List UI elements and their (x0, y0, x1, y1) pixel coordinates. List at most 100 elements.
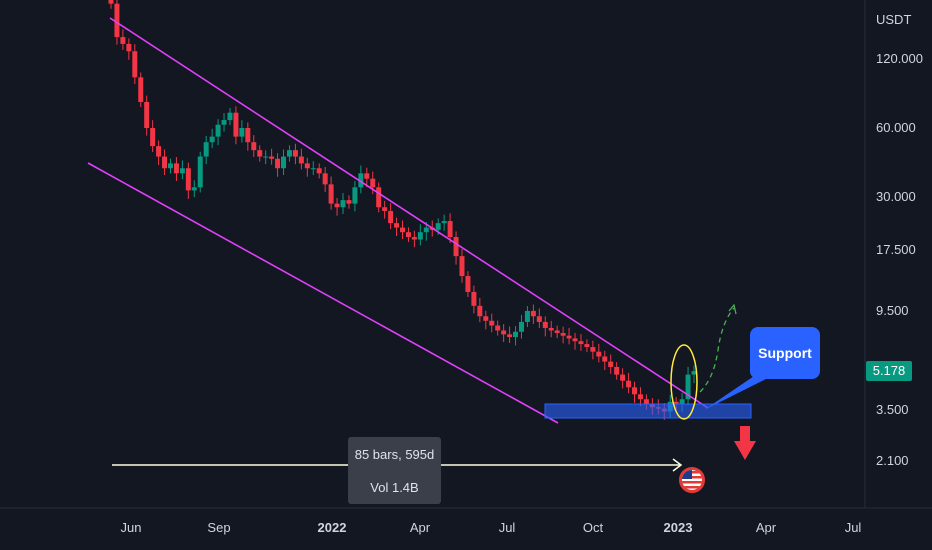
candle-body (382, 207, 388, 211)
candle[interactable] (602, 350, 608, 371)
candle[interactable] (405, 227, 411, 243)
candle[interactable] (185, 162, 191, 199)
candle[interactable] (191, 180, 197, 198)
candle[interactable] (221, 112, 227, 132)
candle[interactable] (554, 325, 560, 339)
candle[interactable] (572, 332, 578, 350)
candle[interactable] (578, 334, 584, 351)
candle[interactable] (239, 120, 245, 143)
support-callout[interactable]: Support (750, 327, 820, 379)
candle[interactable] (310, 161, 316, 176)
candle[interactable] (322, 166, 328, 192)
candle[interactable] (370, 171, 376, 195)
candle[interactable] (400, 220, 405, 239)
candle[interactable] (513, 326, 519, 346)
candle[interactable] (447, 213, 453, 243)
support-zone[interactable] (544, 403, 752, 419)
candle[interactable] (411, 230, 417, 248)
candle[interactable] (358, 165, 364, 194)
candle[interactable] (156, 140, 162, 166)
candle[interactable] (459, 249, 465, 283)
candle[interactable] (227, 107, 233, 126)
candle[interactable] (126, 38, 132, 60)
candle[interactable] (560, 326, 566, 344)
candle[interactable] (471, 285, 477, 314)
candle[interactable] (507, 326, 513, 343)
us-flag-icon[interactable] (679, 467, 705, 493)
candle[interactable] (465, 271, 471, 298)
candle[interactable] (257, 145, 263, 162)
candle[interactable] (626, 372, 632, 394)
candle[interactable] (144, 95, 150, 136)
candle[interactable] (352, 180, 358, 212)
candle[interactable] (394, 217, 400, 237)
candle[interactable] (120, 29, 126, 50)
candle[interactable] (197, 151, 203, 193)
candle[interactable] (524, 306, 530, 328)
candle[interactable] (304, 157, 310, 177)
candle[interactable] (477, 297, 483, 323)
candle[interactable] (530, 304, 536, 324)
candle[interactable] (286, 145, 292, 162)
candle[interactable] (316, 163, 322, 179)
candle[interactable] (382, 200, 388, 219)
candle-body (292, 150, 298, 157)
candle[interactable] (245, 122, 251, 151)
projection-path[interactable] (699, 307, 735, 393)
candle[interactable] (590, 340, 596, 360)
candle[interactable] (340, 193, 346, 215)
candle[interactable] (162, 149, 168, 176)
candle[interactable] (501, 324, 507, 342)
candle[interactable] (173, 157, 179, 181)
candle[interactable] (269, 148, 275, 165)
candle[interactable] (203, 135, 209, 165)
candle[interactable] (281, 149, 287, 176)
price-tick-label: 120.000 (876, 51, 923, 67)
candle[interactable] (489, 313, 495, 333)
candle[interactable] (584, 339, 590, 353)
candle[interactable] (388, 203, 394, 230)
candle[interactable] (346, 195, 352, 209)
candle[interactable] (495, 320, 501, 336)
candle[interactable] (548, 320, 554, 338)
candle[interactable] (292, 143, 298, 165)
candle-body (560, 333, 566, 336)
candle[interactable] (608, 354, 614, 374)
candle[interactable] (691, 365, 697, 384)
candle[interactable] (417, 224, 423, 246)
candle-body (340, 200, 346, 208)
candle[interactable] (263, 150, 269, 165)
candle-body (626, 380, 632, 388)
candle[interactable] (596, 343, 602, 363)
candle[interactable] (275, 153, 281, 177)
candle[interactable] (483, 310, 489, 330)
candle[interactable] (542, 316, 548, 337)
candle[interactable] (334, 198, 340, 216)
candle[interactable] (441, 214, 447, 231)
candle[interactable] (167, 158, 173, 174)
candle[interactable] (138, 72, 144, 108)
candle[interactable] (233, 106, 239, 145)
candle[interactable] (637, 387, 643, 407)
candle[interactable] (298, 148, 304, 170)
candle[interactable] (364, 167, 370, 188)
candle[interactable] (376, 182, 382, 213)
candle[interactable] (536, 308, 542, 328)
candle[interactable] (566, 327, 572, 345)
candle[interactable] (150, 120, 156, 153)
candle[interactable] (632, 381, 638, 403)
candle[interactable] (328, 176, 334, 210)
candle[interactable] (251, 135, 257, 157)
candle[interactable] (685, 366, 691, 406)
candle[interactable] (453, 231, 459, 265)
candle[interactable] (179, 160, 185, 180)
candle[interactable] (132, 44, 138, 85)
candle[interactable] (108, 0, 114, 9)
candle[interactable] (614, 362, 620, 380)
breakout-highlight[interactable] (670, 344, 698, 420)
candle-body (566, 335, 572, 339)
candle[interactable] (620, 368, 626, 389)
candle[interactable] (518, 314, 524, 339)
candle[interactable] (215, 119, 221, 146)
candle[interactable] (209, 128, 215, 149)
